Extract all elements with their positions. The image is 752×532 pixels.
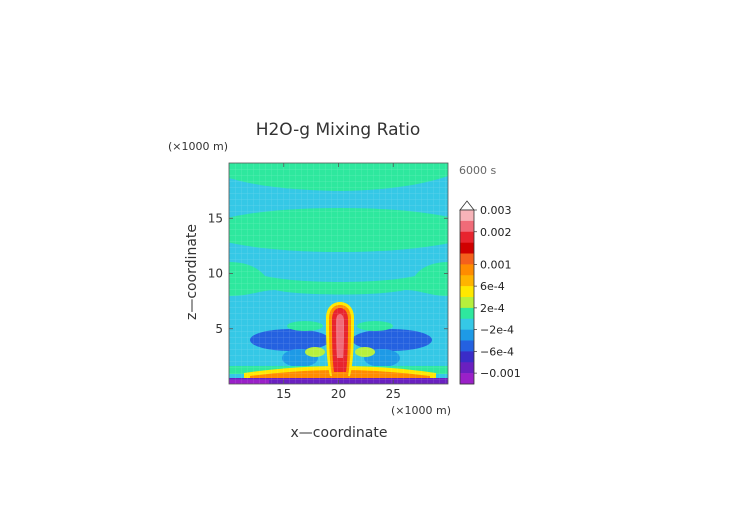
colorbar-label: −0.001 (480, 367, 521, 380)
colorbar-overflow-arrow (459, 200, 475, 211)
y-tick-label: 10 (208, 267, 223, 281)
colorbar-swatch (460, 275, 474, 287)
colorbar-swatch (460, 307, 474, 320)
colorbar-swatch (460, 264, 474, 276)
y-axis-label: z—coordinate (184, 224, 200, 320)
chart-title: H2O-g Mixing Ratio (256, 120, 421, 140)
colorbar-swatch (460, 340, 474, 352)
colorbar-swatch (460, 362, 474, 374)
plot-area (229, 163, 448, 384)
colorbar-swatch (460, 220, 474, 233)
colorbar-swatch (460, 231, 474, 243)
axes: 15 20 25 5 10 15 (208, 163, 448, 401)
y-tick-label: 5 (215, 322, 223, 336)
colorbar-swatch (460, 210, 474, 222)
x-axis-label: x—coordinate (291, 425, 388, 441)
x-tick-label: 15 (276, 387, 291, 401)
x-tick-label: 25 (386, 387, 401, 401)
colorbar-swatch (460, 318, 474, 330)
y-axis-unit: (×1000 m) (168, 140, 228, 153)
colorbar-swatch (460, 329, 474, 341)
colorbar-label: 6e-4 (480, 280, 505, 293)
colorbar-label: 0.001 (480, 258, 512, 271)
colorbar-swatch (460, 297, 474, 309)
colorbar-label: −6e-4 (480, 345, 514, 358)
colorbar-swatch (460, 351, 474, 363)
colorbar-swatch (460, 286, 474, 298)
colorbar-label: −2e-4 (480, 324, 514, 337)
time-label: 6000 s (459, 164, 496, 177)
colorbar-swatch (460, 373, 474, 385)
x-tick-label: 20 (331, 387, 346, 401)
colorbar: 0.003 0.002 0.001 6e-4 2e-4 −2e-4 −6e-4 −0.001 (459, 200, 521, 385)
colorbar-label: 2e-4 (480, 302, 505, 315)
y-tick-label: 15 (208, 211, 223, 225)
colorbar-swatch (460, 242, 474, 254)
colorbar-label: 0.002 (480, 226, 512, 239)
colorbar-frame (459, 209, 475, 385)
colorbar-label: 0.003 (480, 204, 512, 217)
grid-overlay (229, 163, 448, 384)
x-axis-unit: (×1000 m) (391, 404, 451, 417)
colorbar-swatch (460, 253, 474, 265)
